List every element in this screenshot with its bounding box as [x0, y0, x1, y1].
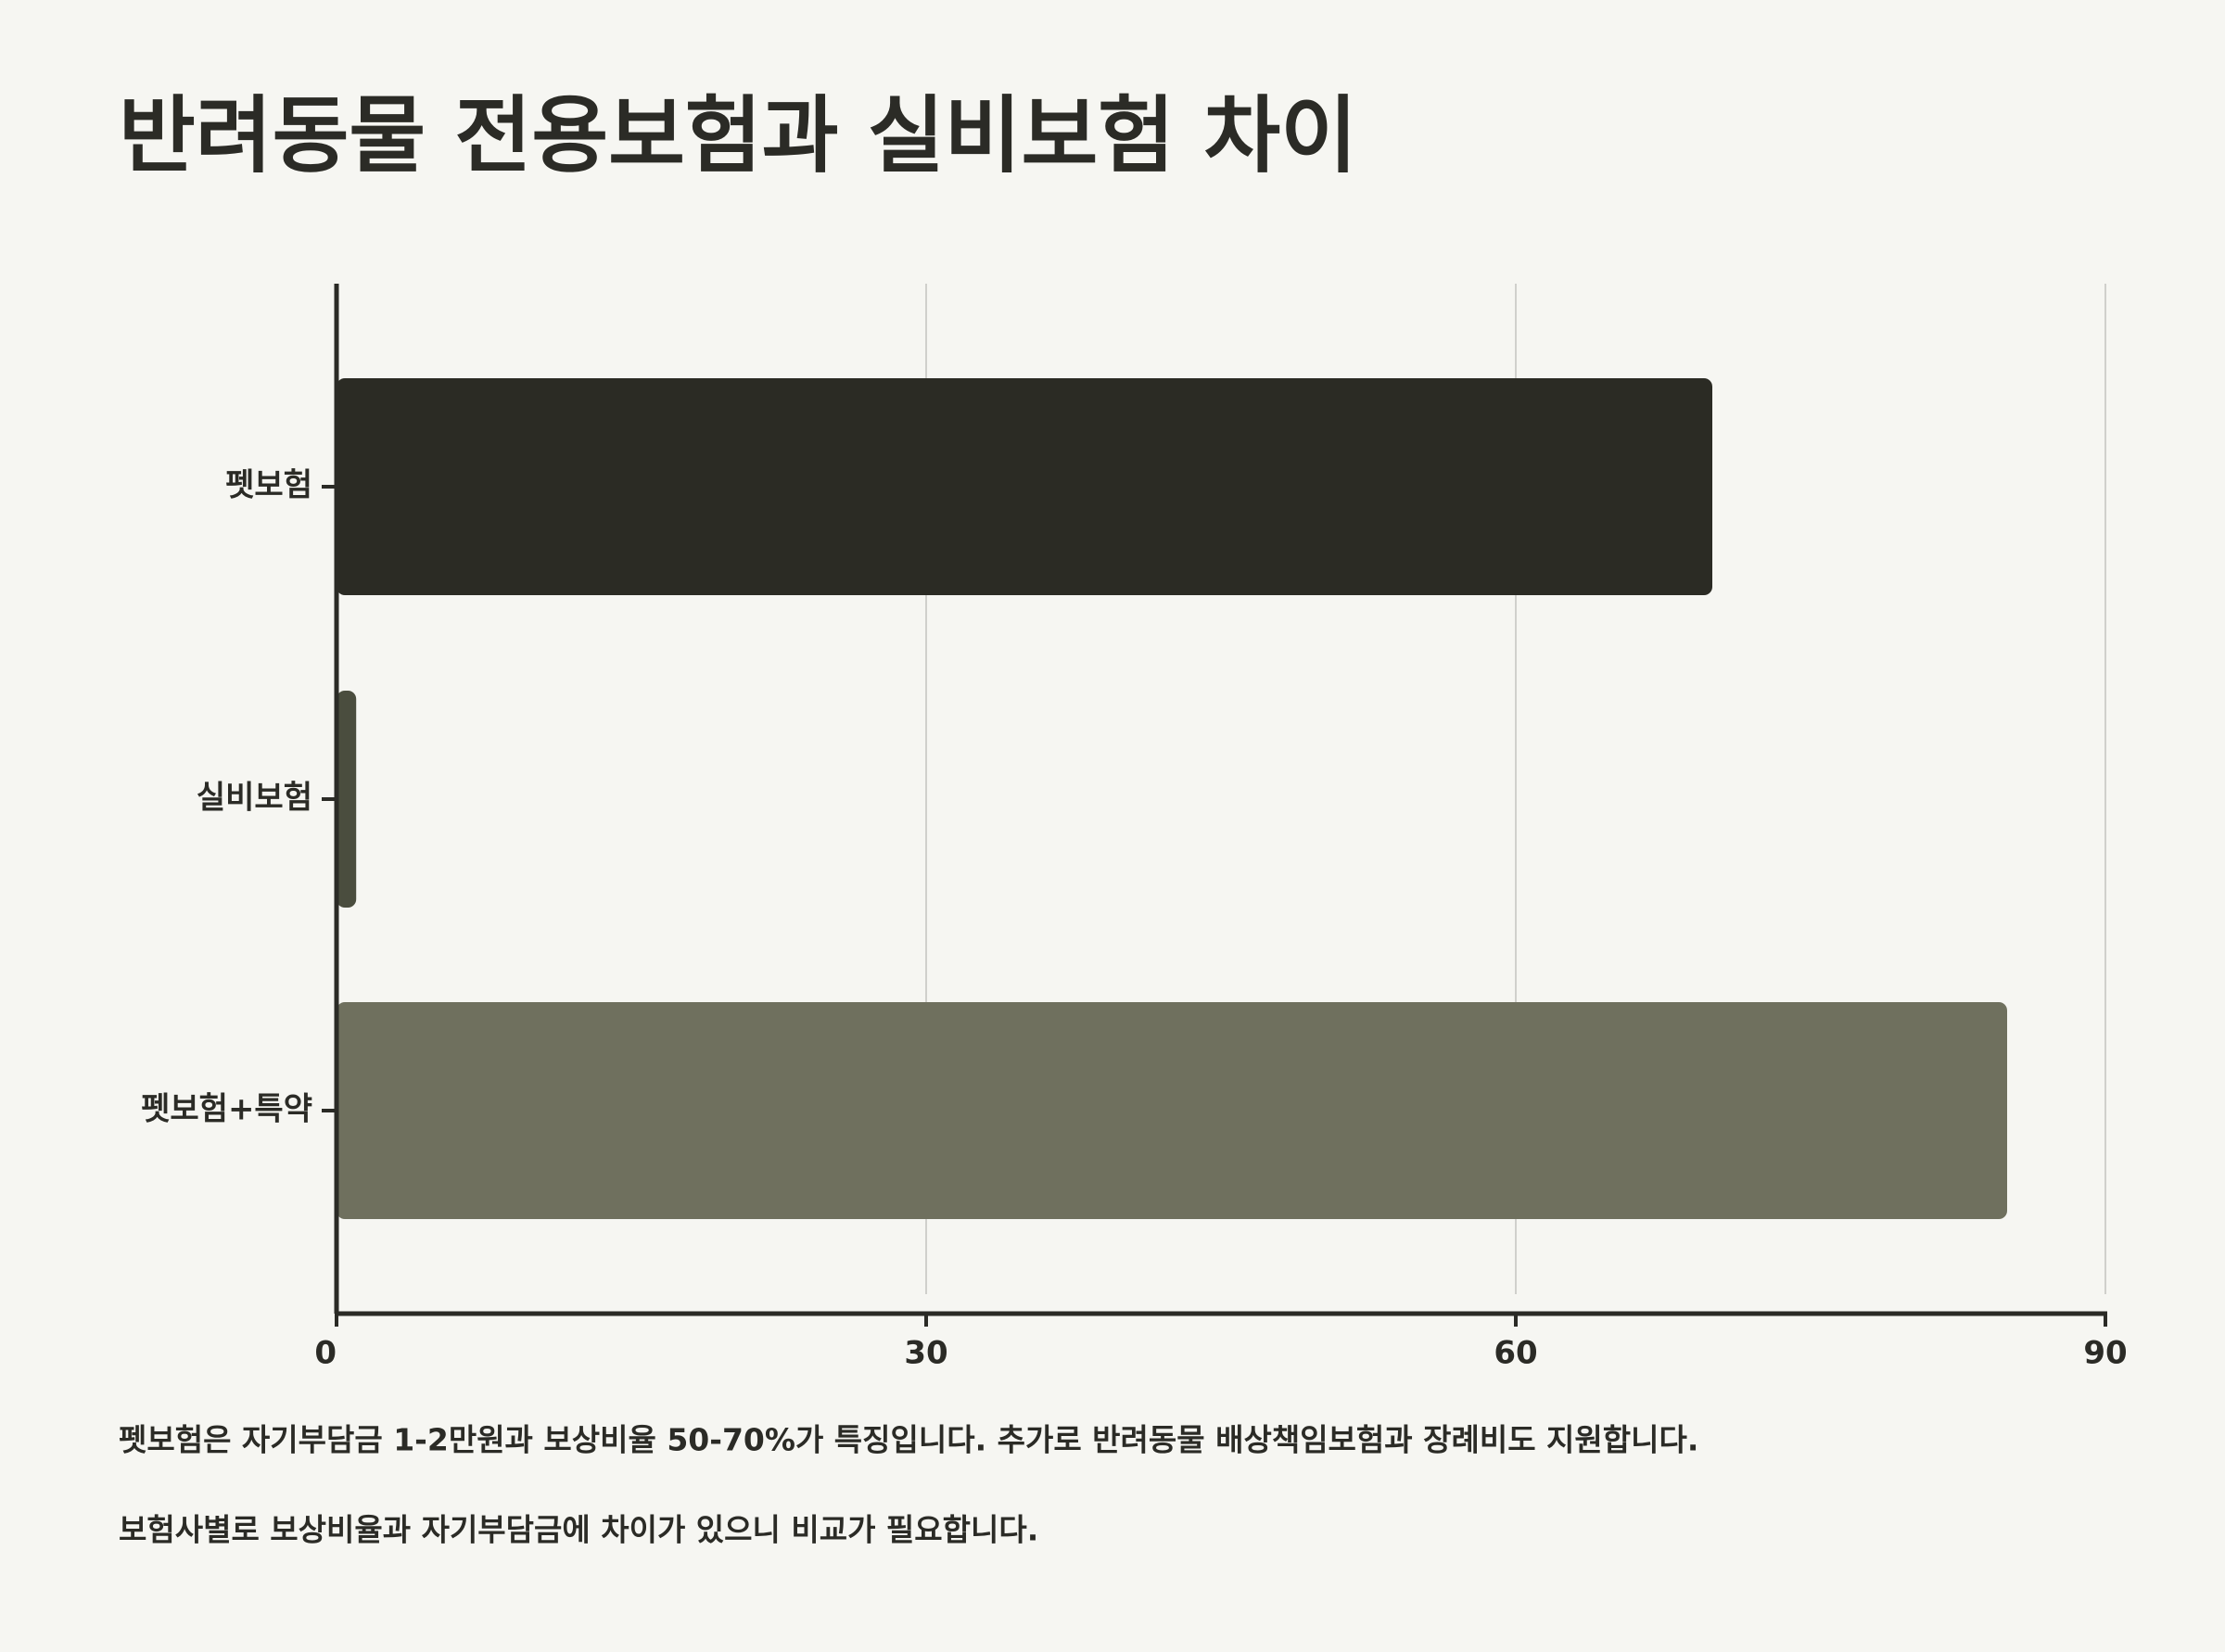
bar	[337, 378, 1712, 595]
bar	[337, 1002, 2007, 1219]
chart-title: 반려동물 전용보험과 실비보험 차이	[119, 87, 1357, 184]
x-tick-label: 90	[2083, 1335, 2127, 1372]
x-tick-label: 30	[904, 1335, 947, 1372]
note: 펫보험은 자기부담금 1-2만원과 보상비율 50-70%가 특징입니다. 추가…	[119, 1422, 1698, 1458]
x-tick-label: 0	[314, 1335, 337, 1372]
note: 보험사별로 보상비율과 자기부담금에 차이가 있으니 비교가 필요합니다.	[119, 1512, 1038, 1548]
y-tick-label: 펫보험+특약	[141, 1091, 312, 1128]
y-tick-label: 실비보험	[197, 780, 312, 817]
bar	[337, 691, 357, 908]
x-tick-label: 60	[1494, 1335, 1537, 1372]
y-tick-label: 펫보험	[225, 467, 312, 504]
